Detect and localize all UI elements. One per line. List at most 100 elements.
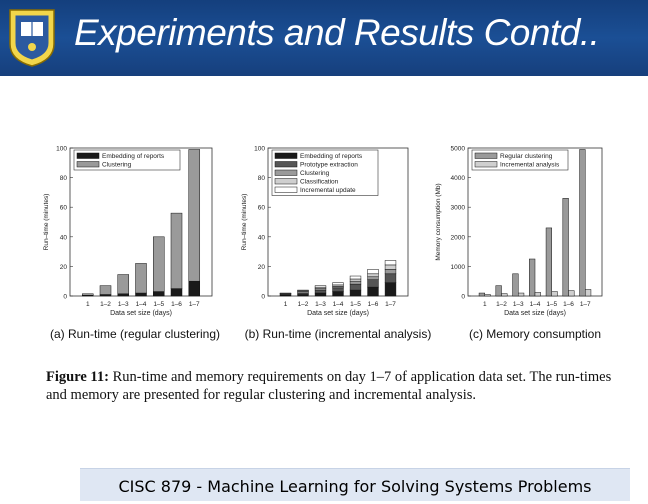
x-tick-label: 1–3 — [118, 301, 129, 308]
bar — [545, 227, 552, 297]
bar-segment — [170, 212, 183, 289]
y-axis-label: Memory consumption (Mb) — [435, 183, 442, 260]
bar-segment — [349, 289, 362, 297]
bar-segment — [332, 291, 344, 297]
slide-footer: CISC 879 - Machine Learning for Solving … — [80, 468, 630, 501]
bar-segment — [349, 280, 362, 285]
legend-label: Regular clustering — [500, 153, 553, 160]
legend-swatch — [274, 178, 298, 185]
legend-box — [73, 149, 181, 171]
x-tick-label: 1–2 — [100, 301, 111, 308]
bar — [585, 289, 592, 297]
x-axis-label: Data set size (days) — [110, 310, 172, 317]
x-axis-label: Data set size (days) — [504, 310, 566, 317]
bar-segment — [297, 289, 309, 292]
figure-charts: 0 20 40 60 80 100 Run–time (minutes) 1 1–2 1–3 1–4… — [43, 146, 603, 342]
x-tick-label: 1 — [483, 301, 487, 308]
x-tick-label: 1–6 — [171, 301, 182, 308]
y-tick-label: 0 — [261, 294, 265, 301]
bar — [478, 292, 485, 297]
legend-label: Embedding of reports — [300, 153, 363, 160]
x-tick-label: 1–5 — [350, 301, 361, 308]
y-tick-label: 40 — [60, 234, 68, 241]
legend-swatch — [474, 152, 498, 159]
y-tick-label: 5000 — [451, 146, 466, 153]
legend-label: Prototype extraction — [300, 162, 358, 169]
bar-segment — [279, 292, 292, 294]
bar-segment — [99, 285, 112, 295]
y-tick-label: 3000 — [451, 205, 466, 212]
bar-segment — [367, 269, 379, 275]
bar-segment — [367, 273, 379, 278]
legend-swatch — [274, 169, 298, 176]
y-tick-label: 80 — [60, 175, 68, 182]
x-axis-label: Data set size (days) — [307, 310, 369, 317]
legend-label: Incremental update — [300, 187, 356, 194]
chart-panel-2: 0 20 40 60 80 100 Run–time (minutes) 1 1–2 1–3 1–4… — [241, 146, 431, 342]
bar-segment — [117, 293, 130, 297]
x-tick-label: 1 — [86, 301, 90, 308]
caption-label: Figure 11: — [46, 369, 109, 385]
bar-segment — [152, 236, 165, 292]
bar — [495, 285, 502, 297]
slide-header: Experiments and Results Contd.. — [0, 0, 648, 76]
x-tick-label: 1–7 — [189, 301, 200, 308]
footer-text: CISC 879 - Machine Learning for Solving … — [118, 477, 592, 496]
legend-swatch — [274, 186, 298, 193]
legend-label: Clustering — [300, 170, 330, 177]
bar-segment — [314, 292, 327, 297]
x-tick-label: 1–7 — [580, 301, 591, 308]
chart-subcaption: (a) Run-time (regular clustering) — [50, 327, 220, 341]
bar-segment — [384, 282, 397, 297]
y-tick-label: 4000 — [451, 175, 466, 182]
x-tick-label: 1–3 — [315, 301, 326, 308]
x-tick-label: 1–6 — [563, 301, 574, 308]
bar-segment — [188, 149, 201, 282]
x-tick-label: 1 — [284, 301, 288, 308]
bar-segment — [384, 260, 397, 266]
y-tick-label: 1000 — [451, 264, 466, 271]
legend-label: Incremental analysis — [500, 162, 560, 169]
bar — [534, 292, 541, 297]
bar-segment — [170, 288, 183, 297]
bar-segment — [332, 287, 344, 292]
bar-segment — [152, 291, 165, 297]
bar-segment — [314, 289, 327, 294]
bar-segment — [384, 264, 397, 270]
y-tick-label: 20 — [258, 264, 266, 271]
chart-panel-1: 0 20 40 60 80 100 Run–time (minutes) 1 1–2 1–3 1–4… — [43, 146, 220, 342]
x-tick-label: 1–4 — [136, 301, 147, 308]
legend-label: Classification — [300, 179, 339, 186]
chart-subcaption: (c) Memory consumption — [469, 327, 601, 341]
x-tick-label: 1–5 — [153, 301, 164, 308]
bar — [518, 292, 525, 297]
x-tick-label: 1–2 — [496, 301, 507, 308]
bar-segment — [384, 269, 397, 275]
bar-segment — [349, 275, 362, 280]
bar — [551, 291, 558, 297]
y-tick-label: 60 — [258, 205, 266, 212]
x-tick-label: 1–5 — [546, 301, 557, 308]
bar-segment — [81, 293, 94, 296]
bar-segment — [117, 274, 130, 295]
y-axis-label: Run–time (minutes) — [241, 194, 248, 251]
bar-segment — [135, 292, 147, 297]
chart-subcaption: (b) Run-time (incremental analysis) — [245, 327, 432, 341]
legend-label: Clustering — [102, 162, 132, 169]
y-tick-label: 20 — [60, 264, 68, 271]
bar — [579, 149, 586, 297]
bar — [512, 273, 519, 297]
bar — [484, 294, 491, 297]
bar-segment — [384, 273, 397, 283]
legend-swatch — [76, 152, 100, 159]
legend-swatch — [76, 161, 100, 168]
bar-segment — [135, 263, 147, 294]
y-tick-label: 40 — [258, 234, 266, 241]
x-tick-label: 1–3 — [513, 301, 524, 308]
y-tick-label: 100 — [56, 146, 67, 153]
bar-segment — [367, 276, 379, 280]
bar-segment — [349, 278, 362, 282]
university-seal-icon — [9, 9, 55, 67]
bar — [529, 258, 536, 297]
y-tick-label: 0 — [63, 294, 67, 301]
